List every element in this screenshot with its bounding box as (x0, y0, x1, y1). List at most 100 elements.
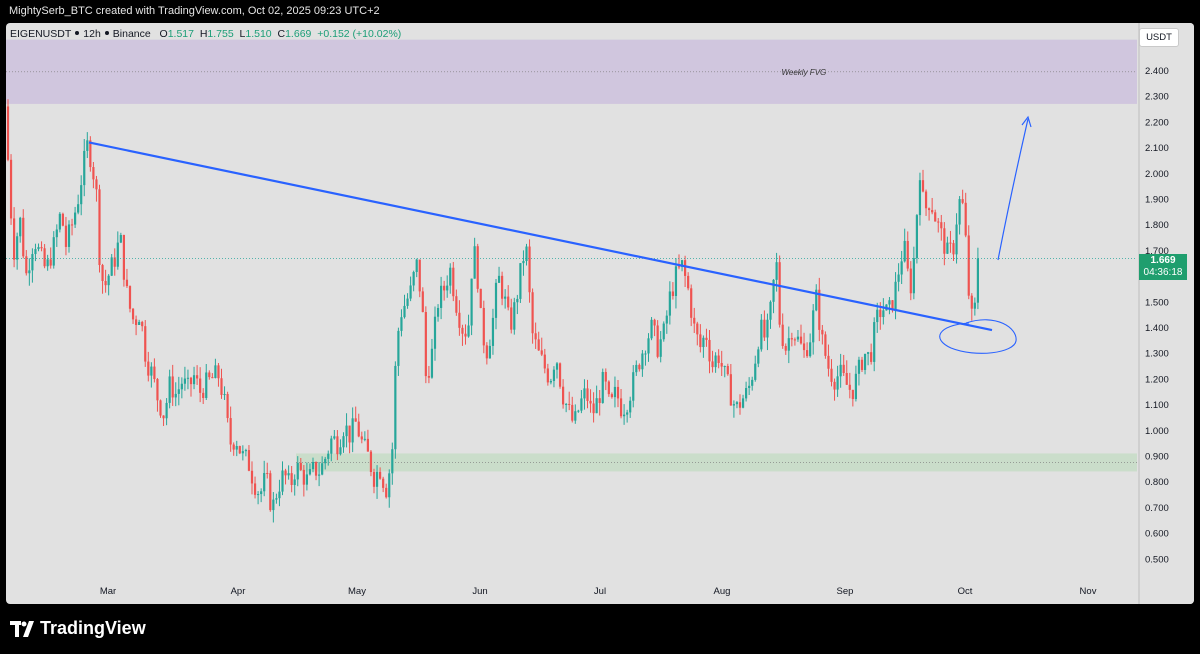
candle-body (863, 353, 867, 370)
candle-body (366, 438, 369, 452)
candle-body (427, 376, 430, 378)
candle-body (732, 404, 735, 406)
candle-down (501, 271, 504, 306)
candle-body (235, 446, 238, 450)
candle-down (677, 254, 681, 270)
candle-down (125, 268, 129, 288)
candle-up (58, 212, 61, 233)
candle-down (6, 99, 10, 162)
candle-up (351, 407, 354, 453)
tradingview-logo[interactable]: TradingView (10, 618, 146, 639)
candle-up (635, 360, 638, 376)
candle-body (937, 221, 940, 223)
candle-body (745, 388, 748, 399)
candle-down (638, 363, 641, 372)
price-tick-label: 1.200 (1145, 374, 1169, 385)
candle-body (223, 394, 226, 396)
candle-down (870, 343, 873, 365)
currency-button[interactable]: USDT (1139, 28, 1179, 47)
candle-down (619, 388, 623, 419)
candle-down (382, 476, 385, 493)
candle-body (918, 180, 922, 216)
candle-body (275, 498, 278, 500)
candle-up (46, 254, 49, 271)
candle-body (940, 222, 943, 229)
candle-body (574, 411, 577, 421)
candle-up (55, 224, 58, 247)
time-axis-label: Aug (714, 586, 731, 597)
candle-body (638, 364, 641, 370)
candle-body (229, 418, 232, 445)
candle-body (552, 369, 556, 381)
candle-body (208, 372, 211, 378)
candle-body (494, 282, 498, 318)
candle-body (67, 224, 71, 247)
candle-up (760, 314, 763, 352)
candle-body (549, 380, 552, 383)
candle-up (235, 440, 238, 457)
candle-body (189, 377, 193, 385)
candle-body (61, 213, 64, 226)
candle-down (22, 209, 25, 259)
candle-body (488, 345, 491, 359)
price-tick-label: 0.700 (1145, 503, 1169, 514)
candle-down (778, 255, 781, 328)
candle-down (708, 329, 711, 374)
price-tick-label: 0.800 (1145, 477, 1169, 488)
candle-body (250, 470, 254, 484)
candle-down (720, 350, 723, 377)
candle-body (86, 140, 89, 151)
candle-down (202, 388, 205, 405)
interval[interactable]: 12h (83, 28, 101, 40)
open-label: O (159, 28, 168, 40)
candle-down (543, 348, 546, 374)
candle-body (415, 259, 418, 273)
candle-up (903, 228, 906, 263)
candle-up (83, 138, 86, 197)
candle-body (403, 305, 406, 318)
candle-down (943, 222, 946, 266)
candle-body (40, 247, 43, 249)
candle-up (650, 317, 653, 341)
candle-down (848, 372, 851, 399)
change-value: +0.152 (+10.02%) (317, 28, 402, 40)
price-tick-label: 1.000 (1145, 426, 1169, 437)
time-axis-label: Oct (958, 586, 973, 597)
candle-down (43, 244, 46, 269)
candle-body (793, 339, 796, 341)
weekly-fvg-label: Weekly FVG (782, 68, 827, 77)
candle-down (924, 189, 928, 216)
candle-body (220, 378, 223, 395)
candle-body (650, 319, 653, 339)
candle-down (464, 324, 467, 345)
time-axis-label: Sep (837, 586, 854, 597)
candle-up (555, 361, 559, 379)
candle-body (912, 258, 915, 294)
candle-body (824, 334, 827, 356)
candle-down (604, 368, 607, 391)
symbol-name[interactable]: EIGENUSDT (10, 28, 72, 40)
candle-down (937, 218, 940, 233)
candle-down (790, 332, 793, 347)
candle-down (360, 431, 363, 444)
time-axis-label: May (348, 586, 366, 597)
chart-area[interactable]: Weekly FVG 2.400 2.300 2.200 2.100 2.000 1.90… (6, 23, 1194, 604)
price-tick-label: 1.300 (1145, 349, 1169, 360)
candle-down (531, 288, 534, 344)
candlestick-chart[interactable]: Weekly FVG 2.400 2.300 2.200 2.100 2.000 1.90… (6, 23, 1194, 604)
candle-body (665, 315, 668, 324)
candle-up (28, 258, 31, 286)
candle-body (610, 394, 613, 398)
candle-body (754, 363, 757, 380)
candle-down (845, 360, 848, 385)
candle-body (336, 436, 339, 455)
candle-up (318, 462, 321, 487)
candle-body (314, 462, 318, 476)
candle-up (165, 398, 168, 426)
candle-down (284, 468, 287, 485)
candle-down (366, 429, 369, 452)
candle-body (958, 199, 961, 225)
candle-body (656, 325, 659, 357)
candle-up (342, 432, 345, 453)
candle-body (333, 436, 336, 439)
